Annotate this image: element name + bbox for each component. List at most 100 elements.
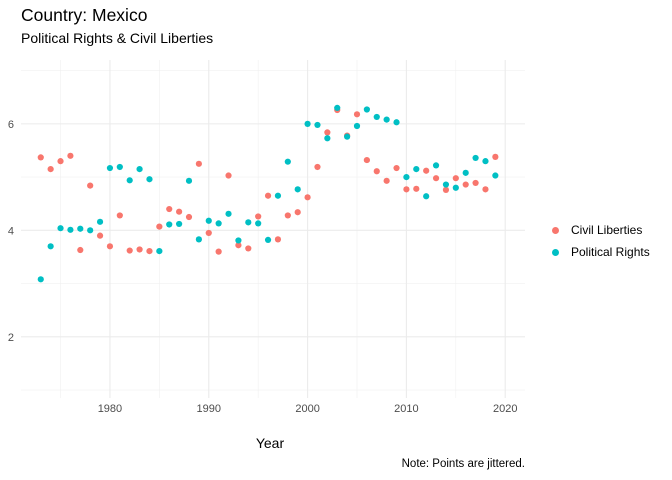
point-political-rights (225, 210, 232, 217)
point-civil-liberties (403, 186, 410, 193)
point-civil-liberties (156, 223, 163, 230)
point-civil-liberties (116, 212, 123, 219)
y-tick-label: 2 (8, 332, 14, 344)
legend-dot-political-rights (552, 248, 559, 256)
point-political-rights (57, 225, 64, 232)
x-tick-label: 1990 (197, 403, 221, 415)
point-political-rights (195, 236, 202, 243)
x-tick-label: 2020 (493, 403, 517, 415)
point-civil-liberties (324, 129, 331, 136)
point-civil-liberties (363, 156, 370, 164)
point-political-rights (126, 177, 133, 184)
point-political-rights (96, 218, 104, 225)
y-tick-label: 6 (8, 119, 14, 131)
point-civil-liberties (353, 111, 361, 118)
point-political-rights (324, 135, 331, 142)
point-civil-liberties (442, 186, 450, 193)
point-political-rights (264, 236, 272, 244)
point-civil-liberties (304, 194, 311, 201)
point-civil-liberties (255, 213, 262, 220)
point-political-rights (304, 120, 311, 127)
point-civil-liberties (136, 246, 143, 253)
point-civil-liberties (195, 160, 202, 167)
point-civil-liberties (47, 166, 54, 173)
legend: Civil Liberties Political Rights (552, 219, 650, 263)
x-tick-label: 2000 (295, 403, 319, 415)
point-political-rights (205, 217, 212, 224)
point-political-rights (462, 169, 469, 176)
point-political-rights (294, 186, 301, 193)
point-political-rights (432, 162, 440, 169)
point-civil-liberties (185, 213, 193, 221)
point-civil-liberties (166, 205, 173, 213)
point-political-rights (77, 225, 84, 232)
point-political-rights (185, 177, 193, 184)
point-civil-liberties (294, 209, 301, 216)
point-political-rights (176, 220, 183, 228)
grid-lines (21, 60, 525, 398)
point-civil-liberties (176, 208, 183, 215)
point-civil-liberties (77, 246, 84, 254)
point-civil-liberties (314, 163, 321, 171)
point-civil-liberties (432, 175, 440, 182)
x-tick-label: 2010 (394, 403, 418, 415)
data-points (37, 104, 499, 283)
x-axis-title: Year (256, 435, 285, 451)
point-political-rights (106, 164, 114, 172)
point-political-rights (442, 181, 450, 188)
point-political-rights (146, 176, 153, 183)
legend-item-political-rights: Political Rights (552, 241, 650, 263)
point-civil-liberties (146, 247, 153, 255)
point-civil-liberties (413, 185, 420, 192)
point-political-rights (37, 276, 44, 283)
chart-caption: Note: Points are jittered. (401, 458, 525, 470)
point-political-rights (353, 122, 361, 130)
point-political-rights (413, 166, 420, 173)
point-civil-liberties (96, 232, 104, 239)
point-civil-liberties (225, 172, 232, 179)
point-civil-liberties (423, 167, 430, 174)
legend-item-civil-liberties: Civil Liberties (552, 219, 650, 241)
point-political-rights (116, 163, 123, 171)
point-political-rights (245, 219, 252, 226)
point-political-rights (383, 116, 390, 123)
point-civil-liberties (452, 175, 459, 182)
chart-title: Country: Mexico (21, 5, 148, 25)
point-political-rights (156, 247, 163, 255)
point-civil-liberties (393, 164, 400, 172)
point-political-rights (482, 158, 489, 165)
point-political-rights (403, 174, 410, 181)
point-civil-liberties (264, 192, 272, 199)
point-political-rights (472, 154, 479, 162)
point-political-rights (235, 237, 242, 244)
point-civil-liberties (87, 182, 94, 189)
point-civil-liberties (284, 212, 291, 219)
point-political-rights (284, 158, 291, 165)
point-civil-liberties (492, 153, 499, 160)
point-civil-liberties (482, 186, 489, 193)
point-political-rights (166, 221, 173, 228)
point-political-rights (452, 184, 459, 191)
point-civil-liberties (205, 229, 212, 237)
point-civil-liberties (462, 181, 469, 188)
point-civil-liberties (245, 245, 252, 252)
point-political-rights (215, 220, 222, 227)
point-political-rights (334, 104, 341, 112)
chart-subtitle: Political Rights & Civil Liberties (21, 30, 214, 46)
point-political-rights (373, 113, 380, 121)
point-civil-liberties (126, 247, 133, 254)
axes: 1980 1990 2000 2010 2020 2 4 6 (8, 119, 518, 415)
point-civil-liberties (472, 179, 479, 187)
point-political-rights (492, 172, 499, 179)
point-civil-liberties (67, 152, 74, 159)
point-civil-liberties (106, 243, 114, 250)
point-political-rights (255, 220, 262, 227)
point-civil-liberties (37, 154, 44, 161)
point-civil-liberties (274, 236, 282, 243)
point-political-rights (423, 193, 430, 200)
point-civil-liberties (57, 158, 64, 165)
point-political-rights (393, 119, 400, 126)
legend-label-civil-liberties: Civil Liberties (571, 223, 643, 237)
point-political-rights (344, 133, 351, 140)
point-civil-liberties (383, 177, 390, 184)
